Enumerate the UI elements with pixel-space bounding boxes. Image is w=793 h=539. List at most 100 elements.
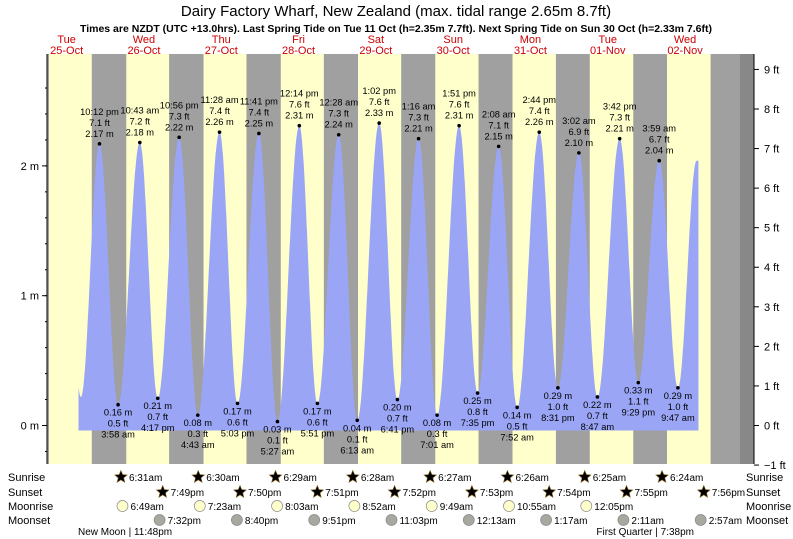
sunrise-time: 6:24am: [670, 473, 703, 484]
sunset-time: 7:50pm: [248, 488, 281, 499]
tide-m-label: 0.17 m: [223, 406, 252, 416]
moonset-time: 8:40pm: [245, 516, 278, 527]
tide-ft-label: 1.0 ft: [668, 402, 689, 412]
tide-m-label: 2.21 m: [605, 124, 634, 134]
tide-point: [355, 418, 360, 423]
day-date-label: 30-Oct: [437, 45, 470, 57]
tide-time-label: 8:31 pm: [541, 413, 575, 423]
sunset-time: 7:53pm: [480, 488, 513, 499]
tide-point: [275, 419, 280, 424]
ft-tick-label: 5 ft: [764, 223, 779, 235]
tide-m-label: 0.08 m: [184, 418, 213, 428]
m-tick-label: 1 m: [21, 291, 39, 303]
moonrise-icon: [116, 500, 129, 512]
tide-ft-label: 0.5 ft: [507, 421, 528, 431]
moonrise-time: 7:23am: [208, 502, 241, 513]
moonrise-icon: [503, 500, 515, 512]
tide-point: [496, 144, 501, 149]
sunset-icon: [619, 484, 634, 498]
moon-phase-first-quarter: First Quarter | 7:38pm: [596, 527, 694, 538]
sunrise-icon: [500, 469, 515, 483]
moonset-time: 9:51pm: [322, 516, 355, 527]
tide-ft-label: 7.3 ft: [408, 113, 429, 123]
row-label-left: Moonrise: [8, 501, 53, 513]
tide-time-label: 5:51 pm: [301, 428, 335, 438]
tide-point: [377, 121, 381, 125]
sunrise-icon: [577, 469, 592, 483]
chart-title: Dairy Factory Wharf, New Zealand (max. t…: [181, 3, 611, 20]
sunrise-icon: [345, 469, 360, 483]
tide-point: [235, 401, 240, 406]
tide-time-label: 3:42 pm: [603, 102, 637, 112]
row-label-right: Sunset: [746, 487, 780, 499]
day-name-label: Tue: [57, 34, 76, 46]
moonrise-icon: [348, 500, 361, 512]
tide-ft-label: 7.6 ft: [449, 100, 470, 110]
tide-point: [595, 395, 600, 399]
tide-point: [676, 386, 680, 390]
row-label-right: Moonset: [746, 515, 788, 527]
tide-m-label: 2.31 m: [285, 111, 314, 121]
tide-ft-label: 1.0 ft: [548, 402, 569, 412]
moonset-icon: [308, 514, 321, 526]
tide-ft-label: 7.4 ft: [209, 106, 230, 116]
tide-labels: 10:12 pm7.1 ft2.17 m0.16 m0.5 ft3:58 am1…: [80, 86, 695, 457]
tide-point: [537, 130, 542, 134]
tide-ft-label: 7.6 ft: [289, 100, 310, 110]
sunrise-icon: [191, 469, 206, 483]
moonrise-icon: [580, 500, 593, 512]
tide-m-label: 0.16 m: [104, 408, 133, 418]
sunset-time: 7:51pm: [325, 488, 358, 499]
sunrise-time: 6:31am: [129, 473, 162, 484]
tide-point: [657, 158, 662, 163]
tide-time-label: 10:56 pm: [160, 100, 199, 110]
ft-tick-label: 0 ft: [764, 421, 779, 433]
sunset-icon: [542, 484, 557, 498]
sunrise-time: 6:30am: [206, 473, 239, 484]
tide-ft-label: 7.4 ft: [249, 107, 270, 117]
moonrise-icon: [271, 500, 283, 512]
tide-time-label: 11:28 am: [200, 95, 238, 105]
tide-m-label: 2.26 m: [205, 117, 234, 127]
tide-ft-label: 0.1 ft: [267, 436, 288, 446]
sunset-time: 7:56pm: [712, 488, 745, 499]
tide-m-label: 0.25 m: [463, 396, 492, 406]
tide-time-label: 7:52 am: [500, 432, 534, 442]
tide-point: [515, 405, 519, 410]
tide-point: [435, 413, 439, 417]
tide-ft-label: 0.5 ft: [108, 419, 129, 429]
tide-ft-label: 7.1 ft: [89, 118, 110, 128]
tide-time-label: 1:16 am: [402, 102, 436, 112]
tide-m-label: 2.21 m: [404, 124, 433, 134]
tide-ft-label: 0.7 ft: [387, 414, 408, 424]
axes: 0 m 1 m 2 m −1 ft 0 ft 1 ft 2 ft 3 ft 4 ft 5 ft 6 …: [21, 54, 786, 472]
sunset-time: 7:55pm: [634, 488, 667, 499]
tide-point: [315, 401, 320, 406]
sunset-time: 7:54pm: [557, 488, 590, 499]
moon-phase-new: New Moon | 11:48pm: [78, 527, 172, 538]
tide-point: [395, 397, 400, 402]
tide-time-label: 4:43 am: [181, 440, 215, 450]
tide-point: [475, 391, 480, 395]
tide-time-label: 5:27 am: [261, 447, 295, 457]
moonrise-time: 8:52am: [362, 502, 395, 513]
ft-tick-label: 4 ft: [764, 262, 779, 274]
moonrise-time: 6:49am: [130, 502, 163, 513]
day-name-label: Wed: [133, 34, 155, 46]
tide-time-label: 8:47 am: [581, 422, 615, 432]
row-label-left: Moonset: [8, 515, 50, 527]
tide-point: [617, 136, 622, 141]
tide-m-label: 2.33 m: [365, 108, 394, 118]
ft-tick-label: 8 ft: [764, 104, 779, 116]
tide-ft-label: 1.1 ft: [628, 397, 649, 407]
day-date-label: 28-Oct: [282, 45, 315, 57]
row-label-right: Sunrise: [746, 472, 783, 484]
tide-time-label: 12:14 pm: [280, 89, 319, 99]
moonset-icon: [153, 514, 166, 526]
row-label-right: Moonrise: [746, 501, 791, 513]
day-name-label: Sat: [368, 34, 385, 46]
sunrise-time: 6:27am: [438, 473, 471, 484]
tide-time-label: 1:02 pm: [362, 86, 396, 96]
sunset-icon: [310, 484, 325, 498]
